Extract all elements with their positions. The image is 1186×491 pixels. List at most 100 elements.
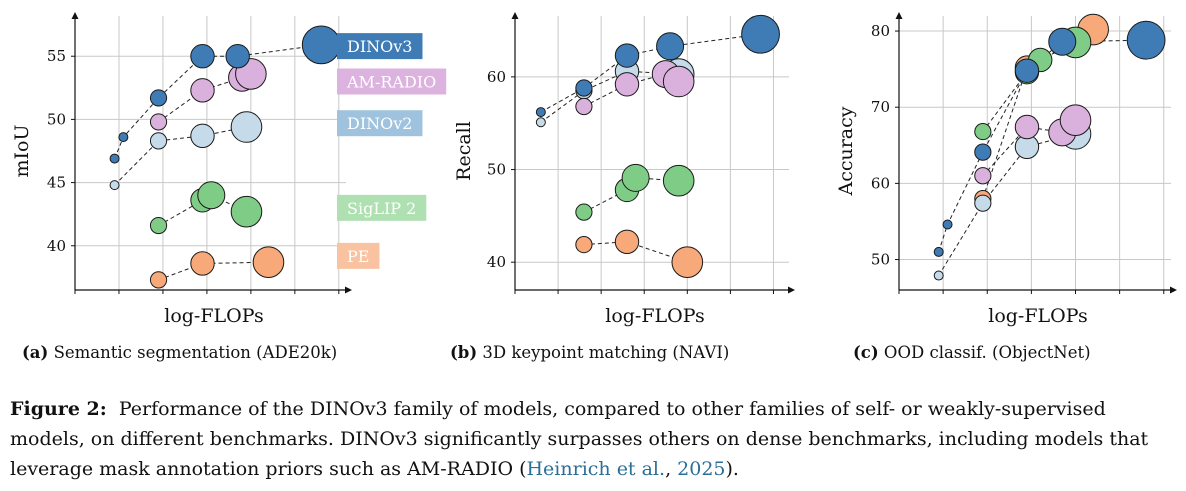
data-point-am-radio bbox=[190, 78, 215, 103]
data-point-dinov3 bbox=[1014, 58, 1040, 83]
x-axis-arrow bbox=[788, 286, 795, 294]
data-point-dinov3 bbox=[933, 246, 944, 257]
data-point-siglip-2 bbox=[662, 164, 695, 197]
x-axis-title: log-FLOPs bbox=[164, 305, 264, 327]
legend-entry-am-radio: AM-RADIO bbox=[337, 68, 447, 95]
legend-swatch bbox=[337, 68, 447, 95]
data-point-siglip-2 bbox=[575, 203, 593, 221]
series-line-pe bbox=[158, 261, 269, 281]
legend-label: DINOv3 bbox=[347, 37, 412, 56]
y-tick-label: 60 bbox=[487, 68, 506, 86]
chart-panel-1: 40 45 50 55 log-FLOPs mIoU DINOv3 AM-RADIO DINOv… bbox=[11, 12, 447, 327]
data-point-am-radio bbox=[149, 113, 168, 131]
caption-end: ). bbox=[725, 458, 739, 480]
data-point-dinov3 bbox=[974, 143, 992, 161]
subcaption-a-letter: (a) bbox=[22, 343, 49, 362]
data-point-dinov2 bbox=[109, 180, 120, 191]
subcaption-c: (c) OOD classif. (ObjectNet) bbox=[853, 343, 1091, 362]
figure-panels: 40 45 50 55 log-FLOPs mIoU DINOv3 AM-RADIO DINOv… bbox=[11, 12, 1177, 327]
data-point-dinov3 bbox=[942, 219, 953, 230]
caption-label: Figure 2: bbox=[10, 398, 107, 420]
data-point-dinov3 bbox=[1126, 20, 1166, 60]
data-point-dinov3 bbox=[1048, 27, 1077, 56]
series-line-dinov2 bbox=[114, 126, 247, 186]
y-tick-label: 40 bbox=[487, 253, 506, 271]
data-point-pe bbox=[190, 251, 215, 276]
x-axis-arrow bbox=[345, 286, 352, 294]
subcaption-a-text: Semantic segmentation (ADE20k) bbox=[53, 343, 338, 362]
data-point-dinov2 bbox=[535, 117, 546, 128]
legend-entry-dinov3: DINOv3 bbox=[337, 33, 423, 60]
data-point-dinov3 bbox=[741, 14, 780, 54]
legend-entry-pe: PE bbox=[337, 242, 380, 269]
y-axis-arrow bbox=[895, 12, 903, 19]
legend-swatch bbox=[337, 194, 427, 221]
data-point-dinov3 bbox=[614, 43, 640, 68]
legend-swatch bbox=[337, 110, 423, 137]
data-point-am-radio bbox=[662, 65, 695, 98]
data-point-siglip-2 bbox=[974, 122, 992, 141]
x-axis-arrow bbox=[1170, 286, 1177, 294]
series-line-dinov3 bbox=[540, 33, 761, 113]
chart-panel-2: 40 50 60 log-FLOPs Recall bbox=[453, 12, 795, 327]
data-point-dinov3 bbox=[149, 89, 168, 107]
y-tick-label: 80 bbox=[871, 22, 890, 40]
data-point-pe bbox=[575, 235, 593, 254]
series-line-siglip-2 bbox=[982, 42, 1076, 132]
data-point-pe bbox=[252, 246, 285, 279]
y-axis-title: Accuracy bbox=[835, 106, 857, 196]
series-line-dinov3 bbox=[114, 44, 322, 159]
x-axis-title: log-FLOPs bbox=[605, 305, 705, 327]
data-point-dinov2 bbox=[230, 111, 263, 143]
legend-label: PE bbox=[347, 247, 369, 266]
series-line-am-radio bbox=[583, 73, 679, 107]
subcaption-b-letter: (b) bbox=[450, 343, 478, 362]
data-point-am-radio bbox=[1014, 114, 1040, 140]
data-point-dinov3 bbox=[575, 79, 593, 97]
data-point-dinov2 bbox=[149, 132, 168, 150]
y-tick-label: 45 bbox=[47, 174, 66, 192]
data-point-dinov2 bbox=[190, 123, 215, 149]
citation-link-year[interactable]: 2025 bbox=[677, 458, 726, 480]
data-point-am-radio bbox=[575, 97, 593, 116]
y-tick-label: 50 bbox=[47, 110, 66, 128]
subcaption-b-text: 3D keypoint matching (NAVI) bbox=[482, 343, 730, 362]
legend-label: AM-RADIO bbox=[346, 73, 436, 92]
legend-swatch bbox=[337, 33, 423, 60]
y-axis-arrow bbox=[511, 12, 519, 19]
subcaption-c-text: OOD classif. (ObjectNet) bbox=[883, 343, 1091, 362]
data-point-pe bbox=[149, 271, 168, 289]
data-point-dinov3 bbox=[656, 32, 685, 61]
legend-entry-siglip-2: SigLIP 2 bbox=[337, 194, 427, 221]
data-point-dinov3 bbox=[109, 153, 120, 164]
citation-link-authors[interactable]: Heinrich et al. bbox=[526, 458, 666, 480]
subcaption-b: (b) 3D keypoint matching (NAVI) bbox=[450, 343, 729, 362]
data-point-siglip-2 bbox=[149, 216, 168, 235]
y-tick-label: 70 bbox=[871, 98, 890, 116]
data-point-pe bbox=[671, 246, 704, 279]
series-line-siglip-2 bbox=[158, 194, 247, 227]
chart-panel-3: 50 60 70 80 log-FLOPs Accuracy bbox=[835, 12, 1177, 327]
y-axis-title: Recall bbox=[453, 121, 475, 181]
y-tick-label: 55 bbox=[47, 47, 66, 65]
data-point-am-radio bbox=[1059, 104, 1092, 136]
x-axis-title: log-FLOPs bbox=[988, 305, 1088, 327]
data-point-dinov3 bbox=[225, 44, 250, 69]
caption-text: Performance of the DINOv3 family of mode… bbox=[10, 398, 1149, 480]
y-tick-label: 50 bbox=[871, 251, 890, 269]
data-point-dinov3 bbox=[118, 132, 129, 143]
legend-label: SigLIP 2 bbox=[347, 199, 416, 218]
series-line-siglip-2 bbox=[583, 177, 679, 213]
data-point-dinov2 bbox=[933, 270, 944, 281]
subcaption-a: (a) Semantic segmentation (ADE20k) bbox=[22, 343, 337, 362]
data-point-siglip-2 bbox=[230, 195, 263, 228]
subcaption-c-letter: (c) bbox=[853, 343, 879, 362]
data-point-siglip-2 bbox=[197, 181, 226, 210]
data-point-am-radio bbox=[974, 167, 992, 185]
y-tick-label: 50 bbox=[487, 161, 506, 179]
data-point-dinov3 bbox=[190, 44, 215, 69]
data-point-dinov2 bbox=[974, 194, 992, 212]
y-axis-arrow bbox=[71, 12, 79, 19]
y-tick-label: 40 bbox=[47, 237, 66, 255]
series-line-dinov2 bbox=[938, 133, 1076, 276]
